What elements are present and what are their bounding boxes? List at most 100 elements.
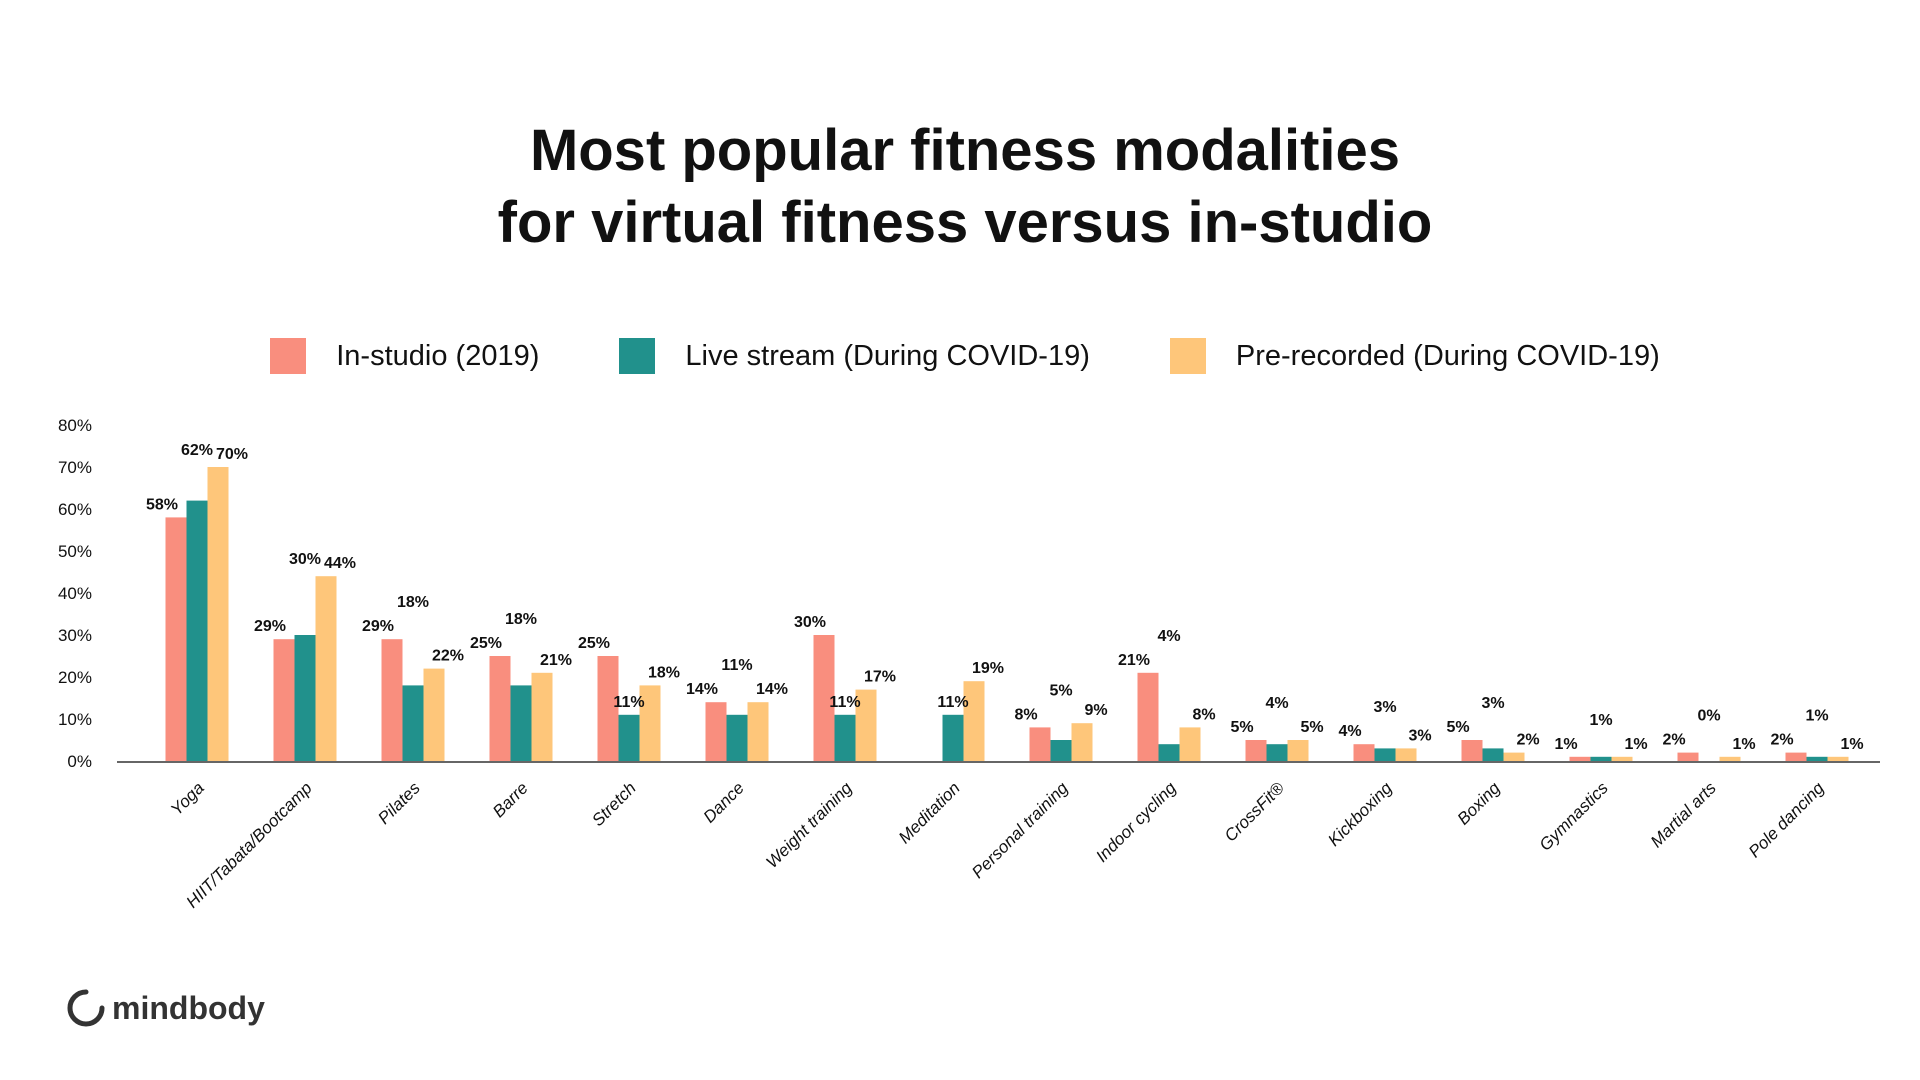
bar-0	[597, 656, 619, 761]
bar-1	[1158, 744, 1180, 761]
bar-0	[489, 656, 511, 761]
data-label: 11%	[829, 694, 860, 711]
data-label: 11%	[721, 657, 752, 674]
data-label: 1%	[1554, 736, 1577, 753]
data-label: 5%	[1300, 719, 1323, 736]
bar-1	[726, 714, 748, 761]
data-label: 58%	[146, 496, 178, 513]
data-label: 1%	[1840, 736, 1863, 753]
legend-item-in-studio: In-studio (2019)	[270, 338, 539, 374]
data-label: 70%	[216, 446, 248, 463]
bar-1	[1374, 748, 1396, 761]
data-label: 1%	[1624, 736, 1647, 753]
legend-swatch	[1169, 338, 1206, 374]
mindbody-logo: mindbody	[66, 988, 265, 1028]
data-label: 25%	[470, 635, 502, 652]
bar-1	[402, 685, 424, 761]
data-label: 29%	[362, 618, 394, 635]
bar-0	[381, 639, 403, 761]
legend-item-live-stream: Live stream (During COVID-19)	[619, 338, 1090, 374]
x-tick-label: Kickboxing	[1324, 778, 1396, 850]
bar-2	[315, 576, 337, 761]
data-label: 9%	[1084, 702, 1107, 719]
data-label: 14%	[756, 681, 788, 698]
bar-0	[1137, 672, 1159, 761]
x-tick-label: Meditation	[895, 778, 964, 847]
data-label: 22%	[432, 648, 464, 665]
data-label: 21%	[540, 652, 572, 669]
bar-1	[1266, 744, 1288, 761]
data-label: 29%	[254, 618, 286, 635]
x-tick-label: Indoor cycling	[1092, 778, 1180, 866]
data-label: 1%	[1805, 708, 1828, 725]
data-label: 5%	[1446, 719, 1469, 736]
bar-2	[747, 702, 769, 761]
data-label: 2%	[1516, 732, 1539, 749]
logo-text: mindbody	[112, 989, 265, 1026]
legend-label: Live stream (During COVID-19)	[685, 339, 1090, 372]
data-label: 3%	[1373, 699, 1396, 716]
y-tick-label: 70%	[58, 458, 92, 477]
data-label: 5%	[1230, 719, 1253, 736]
y-tick-label: 80%	[58, 416, 92, 435]
bar-2	[963, 681, 985, 761]
legend-swatch	[619, 338, 656, 374]
bar-2	[1827, 756, 1849, 761]
bar-2	[1071, 723, 1093, 761]
bar-0	[1569, 756, 1591, 761]
y-tick-label: 20%	[58, 668, 92, 687]
data-label: 0%	[1697, 708, 1720, 725]
data-label: 3%	[1481, 695, 1504, 712]
x-tick-label: Weight training	[762, 778, 856, 872]
y-tick-label: 60%	[58, 500, 92, 519]
x-tick-label: Pilates	[374, 778, 424, 828]
bar-2	[855, 689, 877, 761]
bar-1	[186, 500, 208, 761]
data-label: 18%	[648, 664, 680, 681]
data-label: 25%	[578, 635, 610, 652]
data-label: 4%	[1157, 628, 1180, 645]
bar-1	[618, 714, 640, 761]
legend-label: In-studio (2019)	[336, 339, 540, 372]
x-tick-label: Pole dancing	[1745, 778, 1828, 861]
y-tick-label: 0%	[67, 752, 92, 771]
bar-0	[813, 635, 835, 761]
data-label: 11%	[613, 694, 644, 711]
bar-1	[294, 635, 316, 761]
y-tick-label: 10%	[58, 710, 92, 729]
x-tick-label: CrossFit®	[1221, 778, 1288, 845]
bar-1	[942, 714, 964, 761]
bar-0	[1029, 727, 1051, 761]
data-label: 11%	[937, 694, 968, 711]
x-tick-label: Personal training	[968, 778, 1072, 882]
bar-2	[1287, 740, 1309, 761]
title-line-1: Most popular fitness modalities	[529, 118, 1401, 183]
data-label: 2%	[1662, 732, 1685, 749]
bar-2	[1611, 756, 1633, 761]
x-tick-label: Dance	[700, 778, 748, 826]
y-tick-label: 30%	[58, 626, 92, 645]
data-label: 19%	[972, 660, 1004, 677]
bar-2	[1503, 752, 1525, 761]
bar-1	[1806, 756, 1828, 761]
data-label: 1%	[1589, 712, 1612, 729]
data-label: 21%	[1118, 652, 1150, 669]
bar-1	[1590, 756, 1612, 761]
data-label: 8%	[1014, 706, 1037, 723]
bar-2	[1719, 756, 1741, 761]
legend-swatch	[270, 338, 307, 374]
data-label: 44%	[324, 555, 356, 572]
x-tick-label: Boxing	[1454, 778, 1505, 829]
x-tick-label: Stretch	[588, 778, 640, 830]
bar-0	[1245, 740, 1267, 761]
y-tick-label: 50%	[58, 542, 92, 561]
x-tick-label: HIIT/Tabata/Bootcamp	[183, 778, 316, 911]
data-label: 18%	[505, 611, 537, 628]
legend: In-studio (2019) Live stream (During COV…	[0, 338, 1920, 374]
bar-2	[639, 685, 661, 761]
data-label: 5%	[1049, 682, 1072, 699]
bar-0	[1353, 744, 1375, 761]
x-tick-label: Barre	[489, 778, 532, 821]
bar-0	[165, 517, 187, 761]
